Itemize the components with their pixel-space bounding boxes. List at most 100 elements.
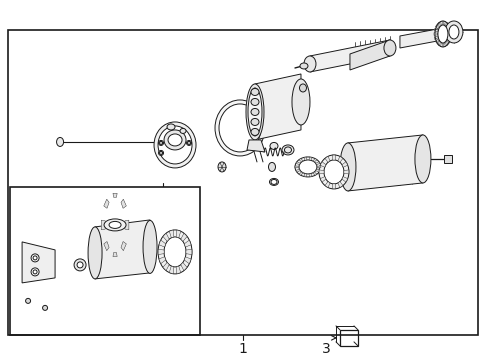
Polygon shape bbox=[320, 177, 325, 182]
Polygon shape bbox=[443, 155, 451, 163]
Ellipse shape bbox=[294, 157, 320, 177]
Polygon shape bbox=[181, 262, 187, 271]
Ellipse shape bbox=[104, 219, 126, 231]
Ellipse shape bbox=[268, 162, 275, 171]
Ellipse shape bbox=[291, 79, 309, 125]
Polygon shape bbox=[181, 233, 187, 242]
Polygon shape bbox=[447, 36, 451, 40]
Polygon shape bbox=[113, 253, 117, 257]
Polygon shape bbox=[437, 40, 440, 46]
Ellipse shape bbox=[269, 179, 278, 185]
Ellipse shape bbox=[143, 220, 157, 273]
Ellipse shape bbox=[158, 126, 192, 164]
Polygon shape bbox=[349, 40, 389, 70]
Ellipse shape bbox=[298, 160, 316, 174]
Polygon shape bbox=[254, 74, 300, 140]
Polygon shape bbox=[319, 170, 324, 174]
Polygon shape bbox=[341, 177, 347, 182]
Polygon shape bbox=[309, 40, 389, 72]
Polygon shape bbox=[337, 156, 342, 162]
Ellipse shape bbox=[250, 108, 259, 116]
Ellipse shape bbox=[57, 138, 63, 147]
Polygon shape bbox=[343, 170, 348, 174]
Polygon shape bbox=[298, 158, 303, 162]
Ellipse shape bbox=[74, 259, 86, 271]
Ellipse shape bbox=[158, 230, 192, 274]
Ellipse shape bbox=[250, 129, 259, 135]
Polygon shape bbox=[163, 233, 169, 241]
Polygon shape bbox=[347, 135, 422, 191]
Polygon shape bbox=[303, 174, 306, 177]
Ellipse shape bbox=[250, 89, 259, 95]
Polygon shape bbox=[103, 242, 109, 251]
Polygon shape bbox=[176, 266, 181, 274]
Polygon shape bbox=[320, 162, 325, 167]
Ellipse shape bbox=[339, 143, 355, 191]
Polygon shape bbox=[169, 266, 174, 274]
Polygon shape bbox=[341, 162, 347, 167]
Ellipse shape bbox=[444, 21, 462, 43]
Polygon shape bbox=[440, 42, 442, 47]
Polygon shape bbox=[337, 181, 342, 188]
Polygon shape bbox=[95, 220, 150, 279]
Polygon shape bbox=[22, 242, 55, 283]
Polygon shape bbox=[113, 193, 117, 197]
Ellipse shape bbox=[109, 221, 121, 228]
Polygon shape bbox=[295, 162, 300, 165]
Polygon shape bbox=[295, 169, 300, 172]
Polygon shape bbox=[447, 28, 451, 32]
Ellipse shape bbox=[383, 40, 395, 56]
Polygon shape bbox=[440, 21, 442, 26]
Ellipse shape bbox=[250, 118, 259, 125]
Ellipse shape bbox=[154, 122, 196, 168]
Polygon shape bbox=[303, 157, 306, 160]
Ellipse shape bbox=[324, 160, 343, 184]
Ellipse shape bbox=[168, 134, 182, 146]
Polygon shape bbox=[399, 28, 442, 48]
Ellipse shape bbox=[250, 99, 259, 105]
Ellipse shape bbox=[245, 84, 264, 140]
Text: 2: 2 bbox=[158, 190, 167, 204]
Polygon shape bbox=[315, 162, 320, 165]
Polygon shape bbox=[325, 156, 329, 162]
Polygon shape bbox=[312, 172, 316, 175]
Polygon shape bbox=[315, 169, 320, 172]
Polygon shape bbox=[444, 22, 447, 27]
Polygon shape bbox=[444, 40, 447, 46]
Text: 1: 1 bbox=[238, 342, 247, 356]
Ellipse shape bbox=[270, 179, 276, 184]
Polygon shape bbox=[331, 184, 335, 189]
Polygon shape bbox=[163, 262, 169, 271]
Ellipse shape bbox=[42, 305, 47, 310]
Ellipse shape bbox=[247, 88, 262, 136]
Polygon shape bbox=[121, 242, 126, 251]
Ellipse shape bbox=[299, 63, 307, 69]
Ellipse shape bbox=[88, 227, 102, 279]
Polygon shape bbox=[308, 157, 311, 160]
Ellipse shape bbox=[215, 100, 264, 156]
Ellipse shape bbox=[158, 150, 163, 156]
Polygon shape bbox=[159, 257, 165, 264]
Polygon shape bbox=[101, 220, 105, 230]
Polygon shape bbox=[121, 199, 126, 208]
Bar bbox=[8, 30, 477, 335]
Polygon shape bbox=[169, 230, 174, 238]
Polygon shape bbox=[298, 172, 303, 175]
Polygon shape bbox=[184, 240, 191, 247]
Polygon shape bbox=[433, 33, 437, 35]
Polygon shape bbox=[308, 174, 311, 177]
Polygon shape bbox=[325, 181, 329, 188]
Bar bbox=[10, 187, 200, 335]
Polygon shape bbox=[331, 155, 335, 160]
Polygon shape bbox=[435, 25, 439, 30]
Ellipse shape bbox=[77, 262, 83, 268]
Polygon shape bbox=[443, 42, 445, 47]
Ellipse shape bbox=[269, 143, 277, 149]
Polygon shape bbox=[294, 166, 299, 168]
Ellipse shape bbox=[186, 140, 191, 145]
Polygon shape bbox=[339, 330, 357, 346]
Polygon shape bbox=[316, 166, 320, 168]
Ellipse shape bbox=[167, 124, 175, 130]
Ellipse shape bbox=[163, 237, 185, 267]
Ellipse shape bbox=[437, 25, 447, 43]
